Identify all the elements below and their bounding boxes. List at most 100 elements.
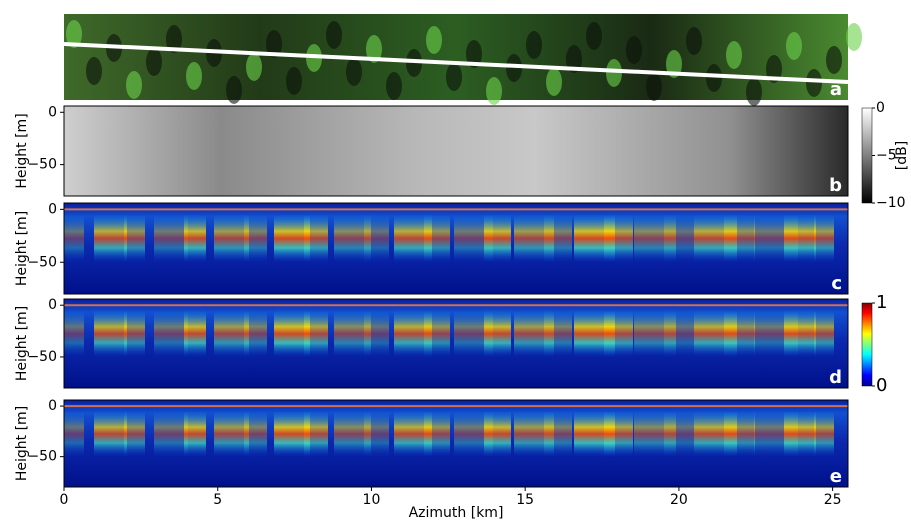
heatmap-texture	[544, 411, 572, 457]
heatmap-texture	[724, 214, 755, 263]
heatmap-texture	[94, 214, 127, 263]
image-texture	[706, 64, 722, 92]
image-texture	[586, 22, 602, 50]
heatmap-texture	[424, 411, 450, 457]
heatmap-texture	[64, 214, 84, 263]
image-texture	[566, 45, 582, 73]
heatmap-texture	[184, 214, 206, 263]
y-axis-label: Height [m]	[14, 306, 30, 381]
heatmap-texture	[814, 214, 834, 263]
heatmap-texture	[604, 214, 633, 263]
heatmap-texture	[484, 310, 511, 357]
image-texture	[766, 55, 782, 83]
y-tick-label: −50	[27, 254, 57, 270]
heatmap-texture	[604, 411, 633, 457]
y-tick-label: −50	[27, 449, 57, 465]
heatmap-texture	[64, 411, 84, 457]
heatmap-texture	[424, 310, 450, 357]
image-texture	[406, 49, 422, 77]
heatmap-texture	[814, 411, 834, 457]
image-texture	[366, 35, 382, 63]
image-texture	[466, 40, 482, 68]
heatmap-texture	[244, 214, 267, 263]
image-texture	[826, 46, 842, 74]
heatmap-texture	[604, 310, 633, 357]
heatmap-texture	[724, 411, 755, 457]
y-axis-label: Height [m]	[14, 406, 30, 481]
image-texture	[126, 71, 142, 99]
image-texture	[666, 50, 682, 78]
heatmap-texture	[184, 310, 206, 357]
x-tick-label: 20	[670, 492, 688, 508]
y-axis-label: Height [m]	[14, 113, 30, 188]
panel-label: b	[829, 175, 842, 196]
y-axis-label: Height [m]	[14, 211, 30, 286]
heatmap-texture	[664, 411, 694, 457]
image-texture	[146, 48, 162, 76]
y-tick-label: −50	[27, 349, 57, 365]
image-texture	[286, 67, 302, 95]
x-tick-label: 0	[60, 492, 69, 508]
heatmap-texture	[214, 411, 249, 457]
heatmap-texture	[94, 310, 127, 357]
heatmap-texture	[724, 310, 755, 357]
heatmap-texture	[214, 214, 249, 263]
image-texture	[86, 57, 102, 85]
colorbar-label: [dB]	[894, 141, 910, 170]
heatmap-texture	[64, 310, 84, 357]
heatmap-texture	[244, 310, 267, 357]
axes-frame	[63, 202, 849, 295]
heatmap-texture	[484, 411, 511, 457]
axes-frame	[63, 298, 849, 389]
heatmap-texture	[124, 310, 145, 357]
heatmap-texture	[664, 310, 694, 357]
y-tick-label: 0	[48, 201, 57, 217]
colorbar-tick-label: 1	[876, 292, 887, 313]
heatmap-panel	[64, 106, 848, 196]
heatmap-texture	[364, 310, 389, 357]
heatmap-texture	[424, 214, 450, 263]
heatmap-texture	[304, 214, 328, 263]
x-tick-label: 15	[516, 492, 534, 508]
heatmap-texture	[154, 214, 188, 263]
panel-label: a	[830, 79, 842, 100]
colorbar	[861, 107, 873, 204]
image-texture	[66, 20, 82, 48]
image-texture	[426, 26, 442, 54]
image-texture	[386, 72, 402, 100]
x-tick-label: 5	[213, 492, 222, 508]
y-tick-label: −50	[27, 157, 57, 173]
colorbar-tick-label: −5	[876, 148, 897, 164]
heatmap-texture	[154, 411, 188, 457]
image-texture	[846, 23, 862, 51]
heatmap-texture	[814, 310, 834, 357]
heatmap-texture	[154, 310, 188, 357]
x-tick-label: 10	[363, 492, 381, 508]
image-texture	[746, 78, 762, 106]
image-texture	[326, 21, 342, 49]
y-tick-label: 0	[48, 398, 57, 414]
panel-label: c	[831, 273, 842, 294]
x-axis-label: Azimuth [km]	[409, 505, 504, 519]
panel-label: e	[830, 466, 842, 487]
heatmap-texture	[304, 310, 328, 357]
colorbar-tick-label: 0	[876, 375, 887, 396]
image-texture	[726, 41, 742, 69]
heatmap-texture	[784, 310, 816, 357]
heatmap-texture	[484, 214, 511, 263]
image-texture	[646, 73, 662, 101]
flight-track	[63, 42, 849, 84]
image-texture	[686, 27, 702, 55]
x-tick-label: 25	[824, 492, 842, 508]
panel-label: d	[829, 367, 842, 388]
image-texture	[806, 69, 822, 97]
colorbar	[861, 302, 873, 387]
heatmap-texture	[544, 214, 572, 263]
image-texture	[486, 77, 502, 105]
heatmap-texture	[244, 411, 267, 457]
image-texture	[226, 76, 242, 104]
y-tick-label: 0	[48, 297, 57, 313]
heatmap-texture	[664, 214, 694, 263]
image-texture	[266, 30, 282, 58]
